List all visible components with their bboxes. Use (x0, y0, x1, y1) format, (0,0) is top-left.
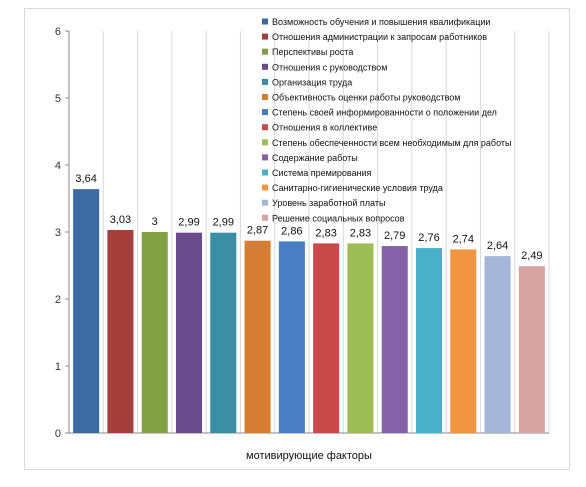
data-label: 3,03 (110, 214, 131, 226)
bar (450, 249, 477, 433)
bar (107, 229, 134, 433)
legend-entry: Степень своей информированности о положе… (272, 108, 497, 118)
legend-swatch (262, 214, 268, 221)
legend-entry: Объективность оценки работы руководством (272, 93, 461, 103)
bar (210, 232, 237, 433)
legend-swatch (262, 18, 268, 25)
legend-entry: Содержание работы (272, 153, 358, 163)
bar-chart: 0 1 2 3 4 5 6 3,64 3,03 3 2,99 2,99 2,87 2,86 2,83 2,8… (55, 17, 550, 462)
data-label: 2,87 (247, 225, 268, 237)
data-label: 2,74 (453, 233, 474, 245)
bar (73, 189, 100, 433)
bar (347, 243, 374, 433)
bar (313, 243, 340, 433)
data-label: 2,79 (384, 230, 405, 242)
legend-entry: Возможность обучения и повышения квалифи… (272, 17, 490, 27)
x-axis-label: мотивирующие факторы (246, 450, 372, 462)
data-label: 2,86 (281, 225, 302, 237)
legend-swatch (262, 169, 268, 176)
legend-swatch (262, 199, 268, 206)
legend-swatch (262, 94, 268, 100)
y-tick-label: 4 (55, 160, 61, 172)
legend-swatch (262, 139, 268, 146)
bar (518, 266, 545, 433)
data-label: 2,83 (315, 227, 336, 239)
legend: Возможность обучения и повышения квалифи… (262, 17, 511, 223)
data-label: 2,76 (418, 232, 439, 244)
legend-swatch (262, 124, 268, 131)
legend-swatch (262, 154, 268, 161)
legend-entry: Отношения в коллективе (272, 123, 377, 133)
legend-entry: Уровень заработной платы (272, 198, 385, 208)
bar (244, 240, 271, 433)
data-label: 3 (152, 216, 158, 228)
legend-entry: Организация труда (272, 77, 352, 87)
legend-swatch (262, 63, 268, 70)
legend-swatch (262, 33, 268, 40)
legend-swatch (262, 48, 268, 55)
gridlines (68, 31, 550, 433)
y-tick-label: 1 (55, 361, 61, 373)
data-label: 2,83 (350, 227, 371, 239)
data-label: 2,99 (213, 217, 234, 229)
data-label: 2,49 (521, 250, 542, 262)
bar (381, 246, 408, 433)
y-tick-label: 2 (55, 294, 61, 306)
bar (415, 248, 443, 433)
data-label: 2,64 (487, 240, 508, 252)
chart-frame: 0 1 2 3 4 5 6 3,64 3,03 3 2,99 2,99 2,87 2,86 2,83 2,8… (24, 8, 570, 470)
legend-swatch (262, 184, 268, 191)
y-tick-label: 3 (55, 227, 61, 239)
bar (484, 256, 511, 433)
legend-entry: Перспективы роста (272, 47, 353, 57)
data-label: 2,99 (178, 217, 199, 229)
legend-entry: Степень обеспеченности всем необходимым … (272, 138, 511, 148)
legend-entry: Отношения с руководством (272, 62, 387, 72)
bar (141, 232, 168, 433)
y-tick-label: 5 (55, 93, 61, 105)
data-label: 3,64 (75, 173, 96, 185)
bar (278, 241, 305, 433)
data-labels: 3,64 3,03 3 2,99 2,99 2,87 2,86 2,83 2,83 2,79 2,7… (75, 173, 542, 262)
bar (175, 232, 203, 433)
legend-swatch (262, 78, 268, 85)
y-tick-label: 0 (55, 428, 61, 440)
legend-swatch (262, 109, 268, 116)
bars (73, 189, 545, 433)
y-axis-ticks: 0 1 2 3 4 5 6 (55, 26, 69, 440)
legend-entry: Решение социальных вопросов (272, 213, 405, 223)
legend-entry: Отношения администрации к запросам работ… (272, 32, 487, 42)
legend-entry: Санитарно-гигиенические условия труда (272, 183, 443, 193)
y-tick-label: 6 (55, 26, 61, 38)
legend-entry: Система премирования (272, 168, 372, 178)
